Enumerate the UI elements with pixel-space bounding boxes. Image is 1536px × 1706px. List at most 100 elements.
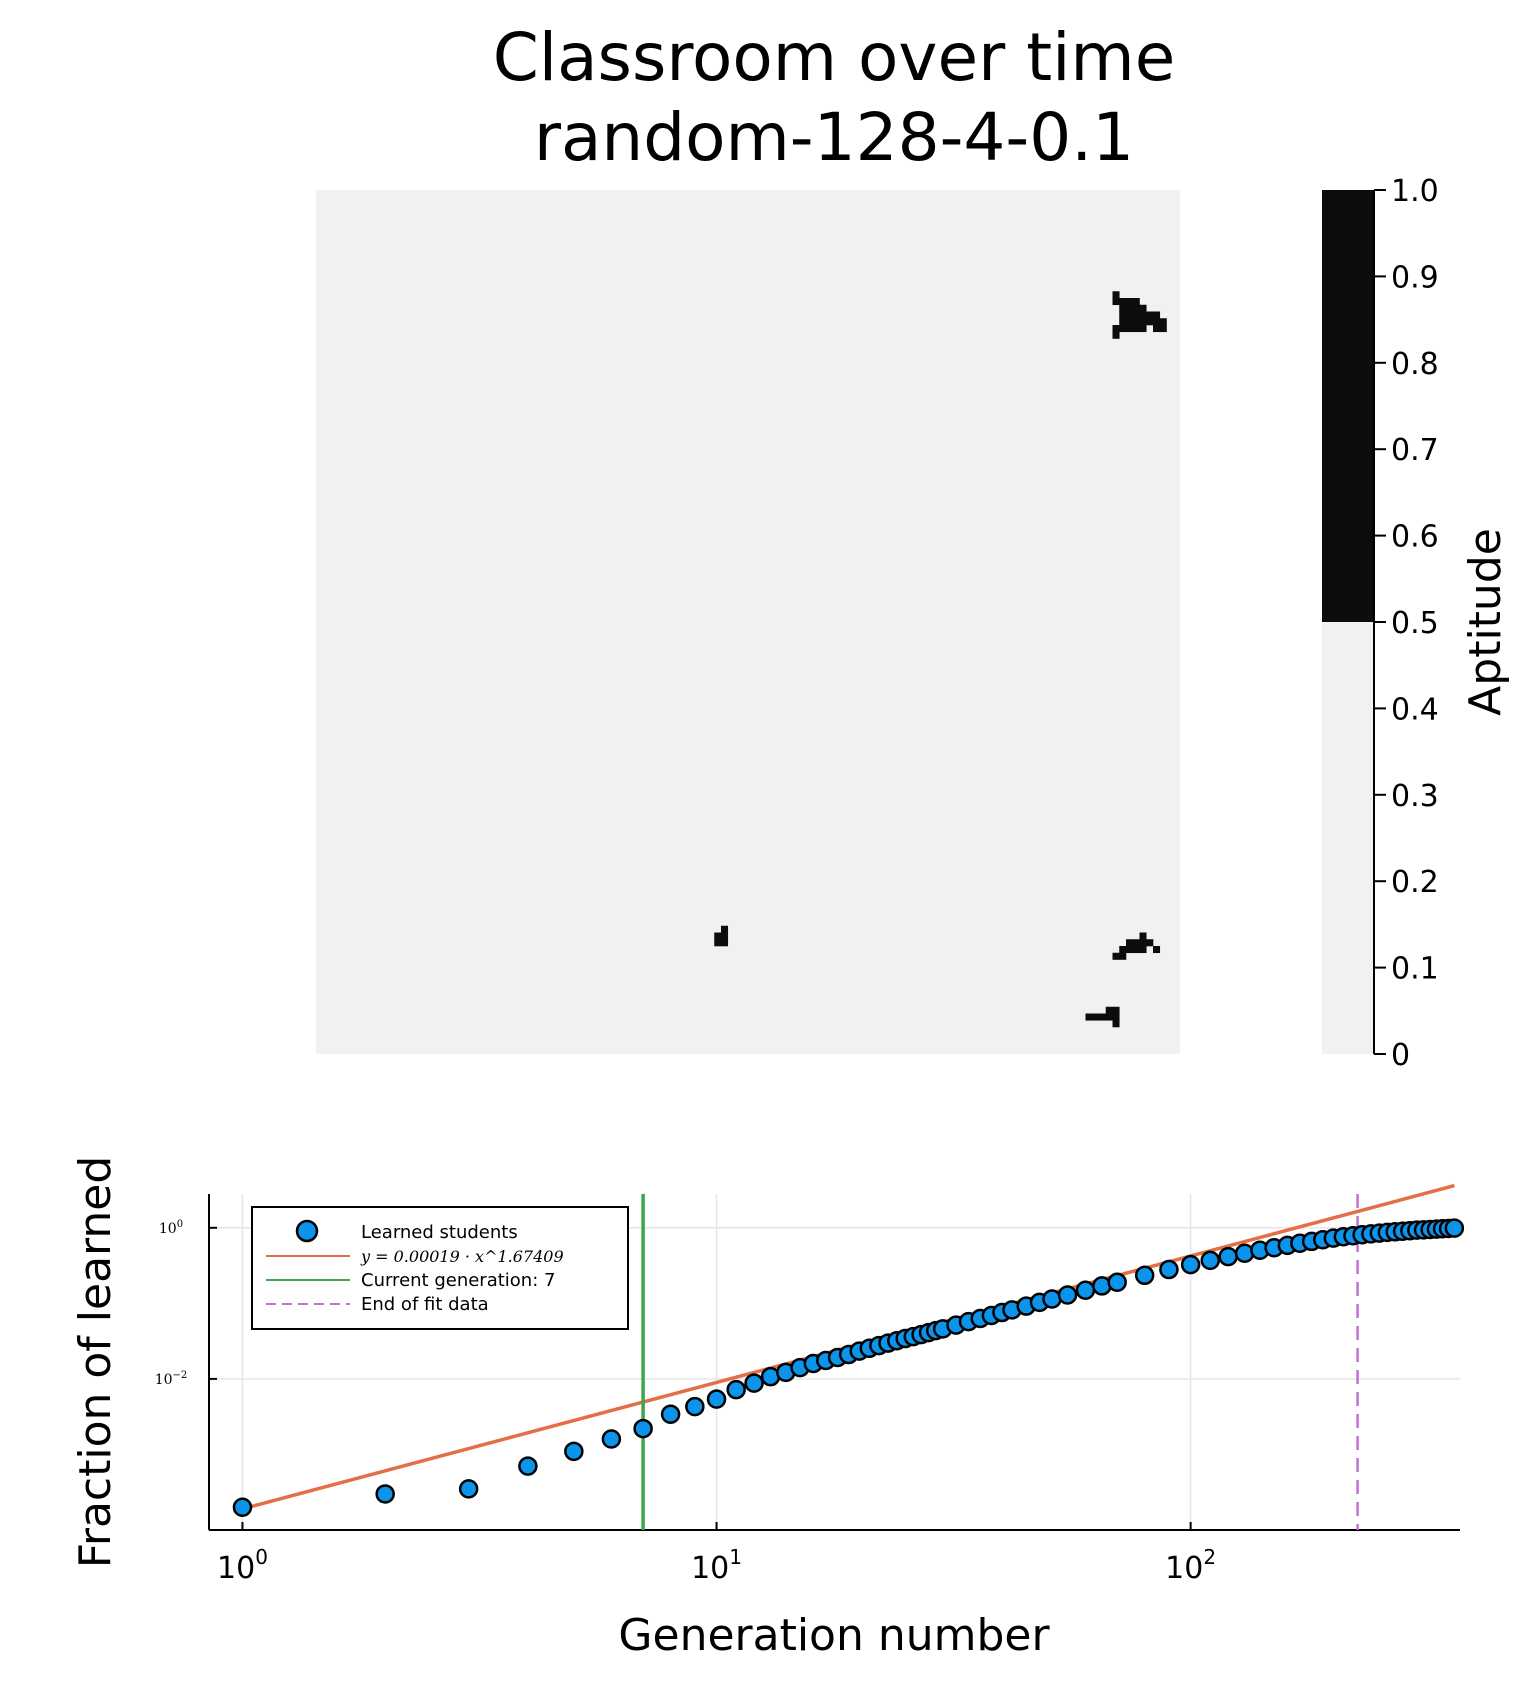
heatmap-cell	[1159, 318, 1167, 326]
data-point	[1057, 1285, 1078, 1305]
colorbar: 0 0.1 0.2 0.3 0.4 0.5 0.6 0.7 0.8 0.9 1.0 Aptitude	[1322, 174, 1511, 1073]
heatmap-cell	[1099, 1013, 1107, 1021]
data-point	[232, 1497, 253, 1518]
heatmap-cell	[1092, 1013, 1100, 1021]
heatmap-cell	[1132, 298, 1140, 306]
legend-label-current: Current generation: 7	[361, 1270, 555, 1291]
data-point	[1180, 1254, 1201, 1275]
x-tick-label: 102	[1165, 1545, 1216, 1586]
data-point	[633, 1418, 653, 1439]
legend-label-fit: y = 0.00019 · x^1.67409	[360, 1247, 564, 1266]
heatmap-cell	[1119, 325, 1127, 333]
data-point	[660, 1404, 681, 1425]
heatmap-cell	[1112, 952, 1120, 960]
heatmap-cell	[1153, 325, 1161, 333]
heatmap-cell	[1119, 946, 1127, 954]
data-point	[706, 1389, 727, 1409]
data-point	[744, 1373, 764, 1393]
colorbar-tick-label: 0.8	[1391, 347, 1439, 382]
data-point	[726, 1379, 746, 1400]
heatmap-cell	[1153, 946, 1161, 954]
heatmap-cell	[1159, 325, 1167, 333]
data-point	[518, 1456, 538, 1476]
heatmap-cell	[1119, 298, 1127, 306]
heatmap-cell	[1112, 325, 1120, 333]
x-tick-label: 101	[691, 1545, 742, 1586]
chart-subtitle: random-128-4-0.1	[534, 99, 1134, 176]
data-point	[564, 1441, 584, 1462]
colorbar-low-band	[1322, 622, 1374, 1054]
heatmap-cell	[1105, 1013, 1113, 1021]
heatmap-cell	[1119, 311, 1127, 319]
heatmap-cell	[1112, 291, 1120, 299]
colorbar-high-band	[1322, 190, 1374, 622]
data-point	[375, 1484, 395, 1504]
data-point	[1134, 1265, 1155, 1286]
heatmap-cell	[1126, 946, 1134, 954]
heatmap-cell	[721, 932, 729, 940]
heatmap-cell	[1112, 331, 1120, 339]
colorbar-tick-label: 0.7	[1391, 433, 1439, 468]
y-ticks: 10−2 100	[155, 1219, 217, 1388]
colorbar-tick-label: 0	[1391, 1038, 1410, 1073]
heatmap-cell	[1139, 304, 1147, 312]
legend-label-learned: Learned students	[361, 1222, 518, 1243]
heatmap-cell	[1085, 1013, 1093, 1021]
x-axis-label: Generation number	[618, 1610, 1050, 1661]
heatmap-cells	[714, 291, 1167, 1028]
y-tick-label: 100	[159, 1219, 183, 1237]
x-ticks: 100 101 102	[217, 1522, 1216, 1586]
heatmap-background	[316, 190, 1180, 1054]
heatmap-cell	[1139, 932, 1147, 940]
legend-label-end-fit: End of fit data	[361, 1294, 489, 1315]
heatmap-cell	[1139, 325, 1147, 333]
heatmap-cell	[1139, 939, 1147, 947]
colorbar-tick-label: 0.6	[1391, 520, 1439, 555]
data-point	[1042, 1289, 1062, 1309]
heatmap-cell	[721, 939, 729, 947]
colorbar-tick-label: 0.1	[1391, 952, 1439, 987]
heatmap-cell	[1139, 946, 1147, 954]
heatmap-cell	[1132, 946, 1140, 954]
heatmap-cell	[1126, 318, 1134, 326]
data-point	[1218, 1246, 1238, 1267]
colorbar-label: Aptitude	[1460, 528, 1511, 716]
heatmap-cell	[1132, 318, 1140, 326]
heatmap-cell	[1139, 318, 1147, 326]
colorbar-tick-label: 0.3	[1391, 779, 1439, 814]
heatmap-cell	[1132, 311, 1140, 319]
heatmap-cell	[1126, 304, 1134, 312]
data-point	[601, 1429, 622, 1449]
heatmap-cell	[1126, 298, 1134, 306]
data-point	[1200, 1250, 1220, 1271]
heatmap-cell	[1126, 939, 1134, 947]
data-point	[1107, 1272, 1127, 1293]
plot-panel: 100 101 102 10−2 100 Generation number Frac…	[70, 1156, 1465, 1661]
heatmap-cell	[1132, 304, 1140, 312]
heatmap-cell	[1146, 311, 1154, 319]
heatmap-cell	[1105, 1006, 1113, 1014]
plot-axes	[208, 1194, 1460, 1531]
heatmap-cell	[1119, 952, 1127, 960]
legend: Learned students y = 0.00019 · x^1.67409…	[251, 1206, 629, 1330]
heatmap-cell	[1112, 1013, 1120, 1021]
data-point	[685, 1396, 705, 1417]
data-point	[1444, 1218, 1465, 1238]
heatmap-cell	[1112, 1006, 1120, 1014]
heatmap-cell	[714, 932, 722, 940]
heatmap-cell	[1132, 939, 1140, 947]
heatmap-cell	[1126, 325, 1134, 333]
heatmap-cell	[1153, 311, 1161, 319]
heatmap-cell	[1126, 311, 1134, 319]
heatmap-cell	[1132, 325, 1140, 333]
heatmap-cell	[1146, 939, 1154, 947]
legend-marker-learned	[295, 1219, 319, 1243]
heatmap-cell	[1139, 311, 1147, 319]
heatmap-cell	[1153, 318, 1161, 326]
data-point	[458, 1479, 479, 1499]
colorbar-tick-label: 1.0	[1391, 174, 1439, 209]
chart-title: Classroom over time	[493, 19, 1176, 96]
colorbar-tick-label: 0.2	[1391, 865, 1439, 900]
heatmap-panel	[316, 190, 1180, 1054]
